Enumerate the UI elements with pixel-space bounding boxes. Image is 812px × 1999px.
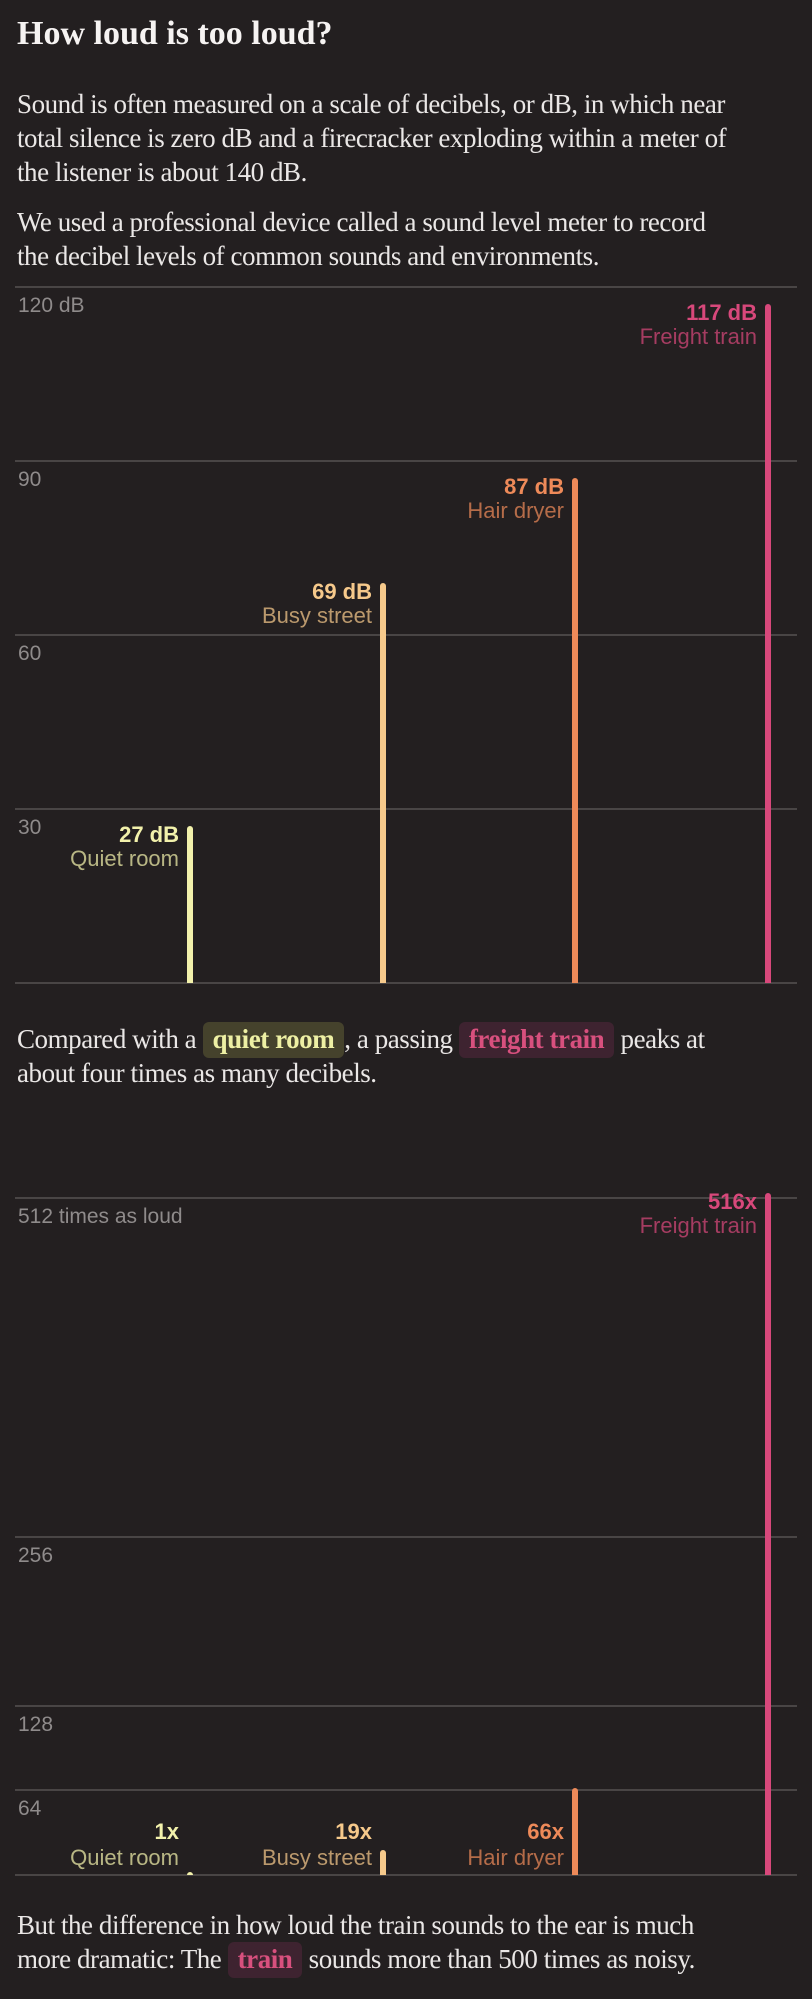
y-axis-tick-label: 64: [18, 1797, 42, 1821]
bar-value-label-freight-train: 117 dB: [686, 300, 757, 325]
intro-paragraph-1: Sound is often measured on a scale of de…: [17, 89, 727, 187]
bar-value-label-hair-dryer: 66x: [527, 1819, 564, 1844]
bar-freight-train: [765, 304, 771, 983]
bar-busy-street: [380, 1850, 386, 1875]
bar-value-label-hair-dryer: 87 dB: [504, 474, 564, 499]
bar-value-label-busy-street: 19x: [335, 1819, 372, 1844]
relative-loudness-bar-chart: 512 times as loud 256 128 64 1x Quiet room 19x…: [15, 1190, 797, 1876]
paragraph-text: Compared with a: [17, 1024, 203, 1054]
bar-value-label-busy-street: 69 dB: [312, 579, 372, 604]
bar-value-label-freight-train: 516x: [708, 1189, 757, 1214]
bar-value-label-quiet-room: 27 dB: [119, 822, 179, 847]
x-axis-baseline: [15, 1874, 797, 1876]
intro-paragraph-2: We used a professional device called a s…: [17, 207, 706, 271]
bar-category-label-hair-dryer: Hair dryer: [467, 498, 564, 523]
gridline: [15, 1789, 797, 1792]
page-title: How loud is too loud?: [17, 15, 333, 52]
x-axis-baseline: [15, 982, 797, 984]
paragraph-text: peaks at about four times as many decibe…: [17, 1024, 705, 1088]
bar-hair-dryer: [572, 478, 578, 983]
gridline: [15, 1197, 797, 1199]
y-axis-tick-label: 256: [18, 1543, 54, 1567]
bar-category-label-hair-dryer: Hair dryer: [467, 1845, 564, 1870]
y-axis-tick-label: 90: [18, 468, 42, 491]
bar-category-label-freight-train: Freight train: [639, 324, 757, 349]
paragraph-text: , a passing: [344, 1024, 459, 1054]
y-axis-tick-label: 30: [18, 816, 42, 839]
bar-freight-train: [765, 1193, 771, 1875]
quiet-room-highlight: quiet room: [202, 1022, 345, 1058]
gridline: [15, 286, 797, 288]
bar-busy-street: [380, 583, 386, 983]
bar-value-label-quiet-room: 1x: [154, 1819, 179, 1844]
bar-category-label-quiet-room: Quiet room: [70, 1845, 179, 1870]
bar-category-label-quiet-room: Quiet room: [70, 846, 179, 871]
bar-hair-dryer: [572, 1788, 578, 1875]
bar-category-label-freight-train: Freight train: [639, 1213, 757, 1238]
gridline: [15, 808, 797, 810]
gridline: [15, 634, 797, 636]
y-axis-tick-label: 120 dB: [18, 294, 85, 317]
train-highlight: train: [227, 1942, 303, 1978]
bar-quiet-room: [187, 1872, 193, 1875]
bar-category-label-busy-street: Busy street: [261, 1845, 372, 1870]
bar-category-label-busy-street: Busy street: [261, 603, 372, 628]
y-axis-tick-label: 512 times as loud: [18, 1205, 183, 1228]
decibel-bar-chart: 120 dB 90 60 30 27 dB Quiet room 69 dB Busy str…: [15, 286, 797, 984]
paragraph-text: sounds more than 500 times as noisy.: [302, 1944, 696, 1974]
y-axis-tick-label: 128: [18, 1712, 54, 1736]
y-axis-tick-label: 60: [18, 642, 42, 665]
bar-quiet-room: [187, 826, 193, 983]
comparison-paragraph: Compared with a quiet room, a passing fr…: [17, 1022, 807, 1090]
conclusion-paragraph: But the difference in how loud the train…: [17, 1908, 807, 1978]
gridline: [15, 460, 797, 462]
paragraph-text: But the difference in how loud the train…: [17, 1910, 694, 1974]
gridline: [15, 1535, 797, 1538]
gridline: [15, 1704, 797, 1707]
freight-train-highlight: freight train: [458, 1022, 615, 1058]
